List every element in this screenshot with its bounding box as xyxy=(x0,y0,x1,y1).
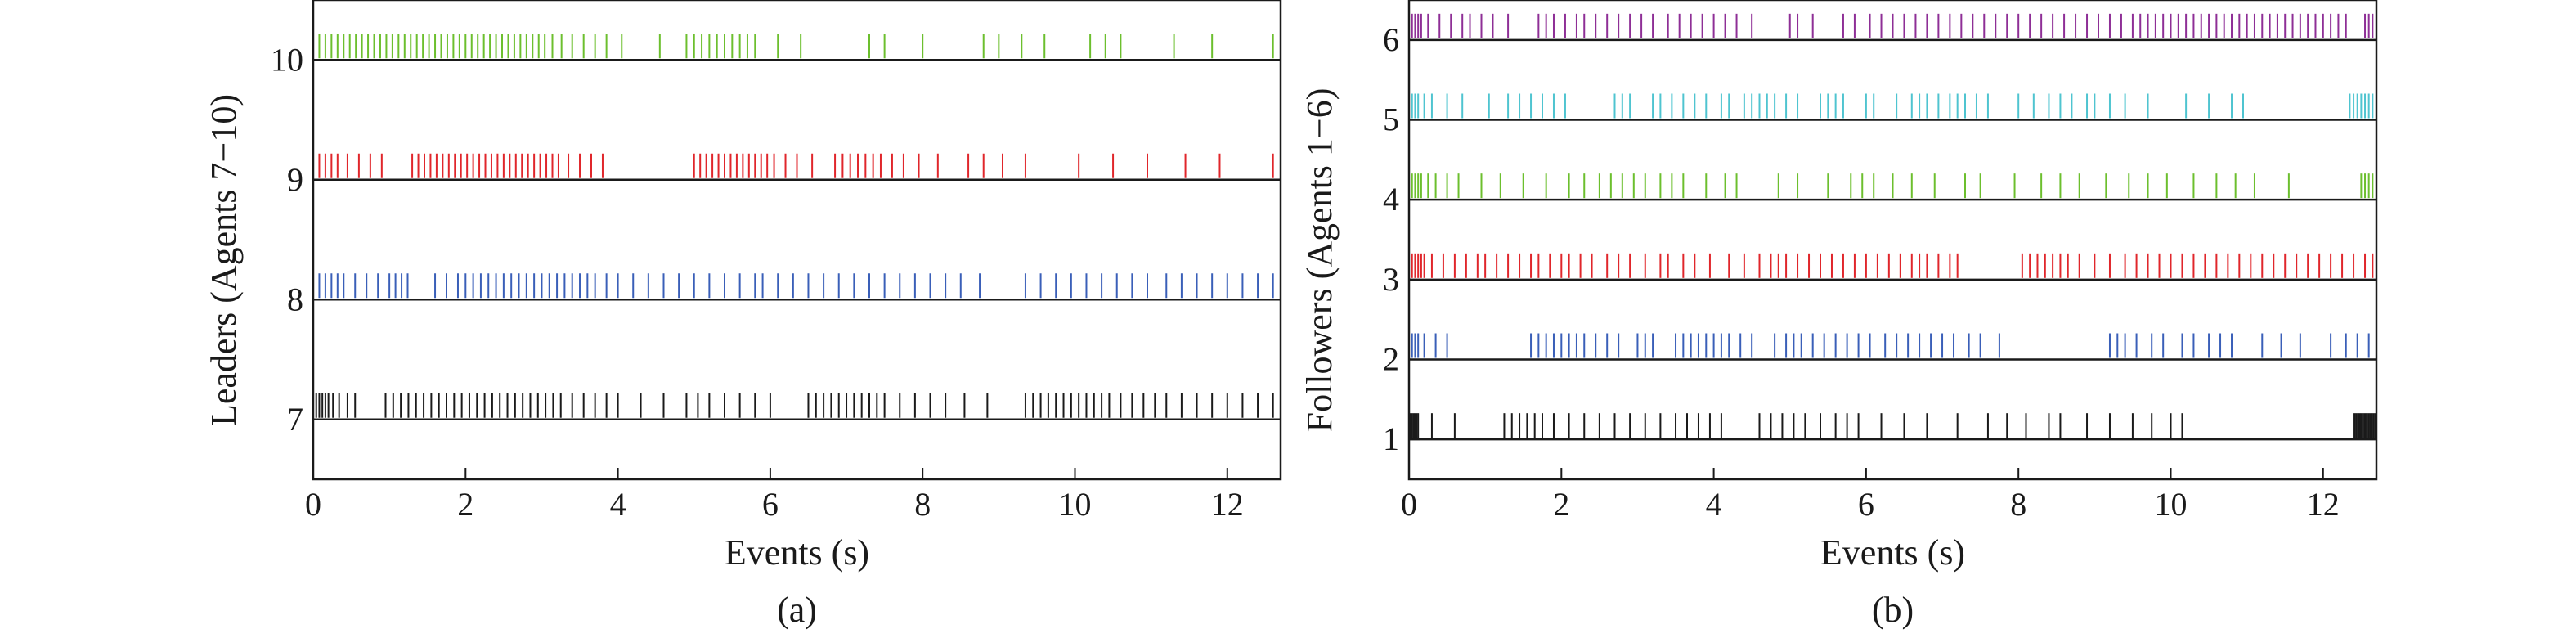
series-agent-2 xyxy=(1409,333,2376,361)
x-tick-label: 12 xyxy=(2307,486,2340,523)
series-agent-3 xyxy=(1409,253,2376,281)
series-agent-10 xyxy=(313,34,1281,61)
axes-frame xyxy=(312,0,1282,481)
x-axis-label: Events (s) xyxy=(725,532,869,573)
x-tick-label: 6 xyxy=(1858,486,1874,523)
x-tick-label: 4 xyxy=(610,486,626,523)
x-tick-label: 2 xyxy=(457,486,473,523)
series-agent-1 xyxy=(1409,413,2376,441)
x-tick-label: 0 xyxy=(305,486,321,523)
x-axis-ticks: 0 2 4 6 8 10 12 xyxy=(305,468,1244,523)
x-axis-ticks: 0 2 4 6 8 10 12 xyxy=(1401,468,2340,523)
y-tick-label: 7 xyxy=(287,401,303,438)
x-tick-label: 10 xyxy=(1058,486,1091,523)
series-layer xyxy=(1409,13,2376,441)
x-tick-label: 6 xyxy=(762,486,779,523)
series-agent-9 xyxy=(313,153,1281,181)
x-tick-label: 2 xyxy=(1553,486,1569,523)
panel-label: (b) xyxy=(1872,590,1914,630)
y-tick-label: 1 xyxy=(1383,420,1399,457)
y-tick-label: 9 xyxy=(287,161,303,198)
x-tick-label: 10 xyxy=(2154,486,2187,523)
y-tick-label: 4 xyxy=(1383,181,1399,218)
y-tick-label: 5 xyxy=(1383,101,1399,138)
series-agent-4 xyxy=(1409,173,2376,201)
y-axis-ticks: 7 8 9 10 xyxy=(271,41,325,438)
y-axis-label: Leaders (Agents 7−10) xyxy=(204,94,244,426)
y-tick-label: 6 xyxy=(1383,21,1399,58)
panel-label: (a) xyxy=(777,590,817,630)
series-agent-6 xyxy=(1409,13,2376,42)
y-tick-label: 8 xyxy=(287,281,303,317)
y-axis-label: Followers (Agents 1−6) xyxy=(1299,88,1340,433)
series-layer xyxy=(313,34,1281,420)
plot-area: 0 2 4 6 8 10 12 7 8 9 10 xyxy=(271,0,1282,523)
y-tick-label: 10 xyxy=(271,41,303,78)
series-agent-7 xyxy=(313,393,1281,420)
y-tick-label: 3 xyxy=(1383,261,1399,298)
axes-frame xyxy=(1407,0,2378,481)
x-tick-label: 4 xyxy=(1706,486,1722,523)
x-tick-label: 8 xyxy=(2010,486,2026,523)
x-tick-label: 0 xyxy=(1401,486,1417,523)
x-tick-label: 12 xyxy=(1211,486,1244,523)
series-agent-8 xyxy=(313,273,1281,301)
series-agent-5 xyxy=(1409,93,2376,121)
y-axis-ticks: 1 2 3 4 5 6 xyxy=(1383,21,1420,457)
y-tick-label: 2 xyxy=(1383,341,1399,378)
panel-a-leaders: 0 2 4 6 8 10 12 7 8 9 10 Events (s) Leaders (Agen… xyxy=(204,0,1282,630)
x-tick-label: 8 xyxy=(914,486,931,523)
x-axis-label: Events (s) xyxy=(1820,532,1965,573)
